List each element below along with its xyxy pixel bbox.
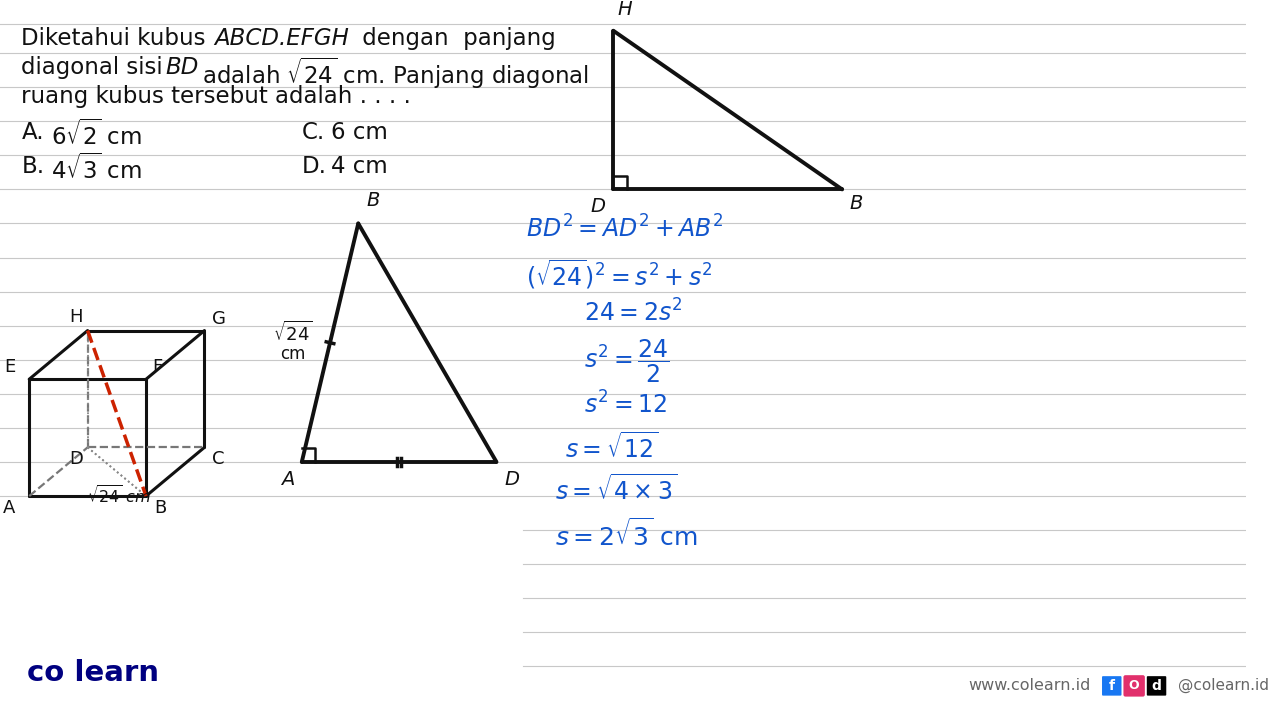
Text: $s^2 = \dfrac{24}{2}$: $s^2 = \dfrac{24}{2}$ [584,338,669,384]
Text: D: D [590,197,605,216]
Text: diagonal sisi: diagonal sisi [22,56,170,79]
Text: H: H [617,0,632,19]
Text: B.: B. [22,156,45,179]
Text: $s = 2\sqrt{3}\ \mathrm{cm}$: $s = 2\sqrt{3}\ \mathrm{cm}$ [556,518,698,551]
Text: B: B [366,191,379,210]
FancyBboxPatch shape [1124,675,1144,697]
Text: $s = \sqrt{4 \times 3}$: $s = \sqrt{4 \times 3}$ [556,474,677,505]
Text: $s = \sqrt{12}$: $s = \sqrt{12}$ [564,433,658,463]
Text: ABCD.EFGH: ABCD.EFGH [214,27,349,50]
Text: adalah $\sqrt{24}$ cm. Panjang diagonal: adalah $\sqrt{24}$ cm. Panjang diagonal [195,56,589,91]
Text: B: B [850,194,863,213]
Text: $BD^2 = AD^2 + AB^2$: $BD^2 = AD^2 + AB^2$ [526,216,723,243]
Text: 4 cm: 4 cm [332,156,388,179]
Text: H: H [69,307,83,325]
FancyBboxPatch shape [1102,676,1121,696]
Text: F: F [152,359,163,377]
Text: dengan  panjang: dengan panjang [356,27,556,50]
Text: $4\sqrt{3}$ cm: $4\sqrt{3}$ cm [51,153,141,184]
Text: cm: cm [280,346,306,364]
FancyBboxPatch shape [1147,676,1166,696]
Text: www.colearn.id: www.colearn.id [969,678,1091,693]
Text: A: A [280,469,294,489]
Text: @colearn.id: @colearn.id [1178,678,1268,693]
Text: C.: C. [302,121,325,144]
Text: A.: A. [22,121,44,144]
Text: co learn: co learn [27,660,159,687]
Text: BD: BD [165,56,198,79]
Text: A: A [4,499,15,517]
Text: ruang kubus tersebut adalah . . . .: ruang kubus tersebut adalah . . . . [22,85,411,108]
Text: $(\sqrt{24})^2 = s^2 + s^2$: $(\sqrt{24})^2 = s^2 + s^2$ [526,258,712,291]
Text: $\sqrt{24}$: $\sqrt{24}$ [273,321,312,345]
Text: $6\sqrt{2}$ cm: $6\sqrt{2}$ cm [51,120,141,150]
Text: D: D [504,469,520,489]
Text: O: O [1129,680,1139,693]
Text: $s^2 = 12$: $s^2 = 12$ [584,391,667,418]
Text: D.: D. [302,156,326,179]
Text: $24 = 2s^2$: $24 = 2s^2$ [584,300,682,327]
Text: C: C [212,450,225,468]
Text: G: G [212,310,227,328]
Text: d: d [1152,679,1161,693]
Text: D: D [69,450,83,468]
Text: E: E [4,359,15,377]
Text: 6 cm: 6 cm [332,121,388,144]
Text: B: B [154,499,166,517]
Text: f: f [1108,679,1115,693]
Text: Diketahui kubus: Diketahui kubus [22,27,214,50]
Text: $\sqrt{24}$ cm: $\sqrt{24}$ cm [87,485,151,508]
